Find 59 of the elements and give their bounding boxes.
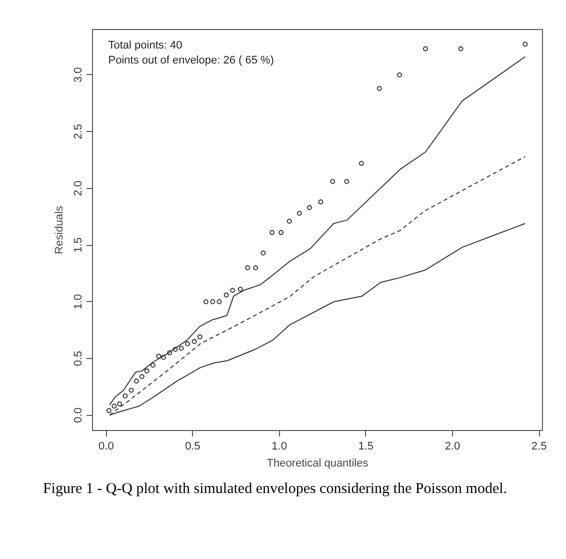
point <box>210 299 216 304</box>
point <box>216 299 222 304</box>
point <box>286 218 292 224</box>
point <box>172 346 178 352</box>
point <box>376 86 382 91</box>
y-tick-label: 1.0 <box>72 294 84 310</box>
y-axis-title: Residuals <box>54 205 66 254</box>
point <box>296 210 302 216</box>
x-tick-label: 0.0 <box>98 440 114 452</box>
point <box>260 250 266 256</box>
point <box>458 46 464 52</box>
point <box>318 199 324 204</box>
point <box>358 160 364 166</box>
y-tick-label: 2.5 <box>72 124 84 140</box>
text: Figure 1 - Q-Q plot with simulated envelopes considering the Poisson model. <box>42 480 508 498</box>
point <box>117 401 122 406</box>
point <box>156 354 162 359</box>
point <box>144 368 150 374</box>
point <box>167 350 172 356</box>
x-tick-label: 2.5 <box>531 440 547 452</box>
point <box>122 393 128 398</box>
point <box>422 46 428 52</box>
line-series <box>108 56 526 406</box>
point <box>330 179 336 184</box>
point <box>128 388 134 393</box>
point <box>306 205 312 210</box>
point <box>238 286 243 292</box>
point <box>224 292 229 298</box>
x-tick-label: 0.5 <box>185 440 200 452</box>
point <box>344 179 350 184</box>
x-tick-label: 1.5 <box>358 440 374 452</box>
point <box>270 230 275 236</box>
point <box>185 341 190 346</box>
point <box>203 299 208 304</box>
point <box>245 265 250 270</box>
point <box>522 42 528 47</box>
point <box>192 338 197 344</box>
point <box>278 230 284 236</box>
y-tick-label: 1.5 <box>72 237 84 253</box>
point <box>160 354 166 360</box>
point <box>112 404 117 409</box>
annotation: Points out of envelope: 26 ( 65 %) <box>108 54 274 66</box>
point <box>230 288 236 293</box>
point <box>253 265 258 270</box>
point <box>178 346 184 351</box>
x-tick-label: 1.0 <box>272 440 287 452</box>
point <box>396 72 402 78</box>
point <box>197 334 202 340</box>
x-axis-title: Theoretical quantiles <box>266 458 369 470</box>
y-tick-label: 0.0 <box>72 408 84 423</box>
x-tick-label: 2.0 <box>444 440 460 452</box>
point <box>134 378 139 384</box>
y-tick-label: 3.0 <box>72 67 84 83</box>
point <box>139 374 144 380</box>
point <box>106 408 112 414</box>
point <box>150 362 156 368</box>
y-tick-label: 0.5 <box>72 350 84 366</box>
annotation: Total points: 40 <box>108 40 182 52</box>
y-tick-label: 2.0 <box>72 180 84 196</box>
